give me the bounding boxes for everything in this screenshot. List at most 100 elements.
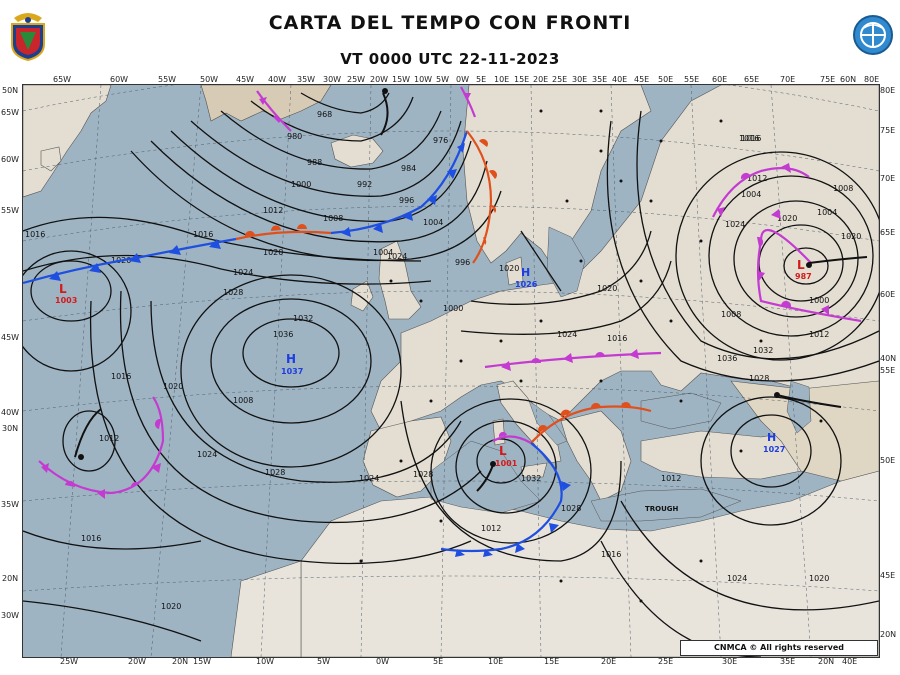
cold-front-triangle <box>49 271 61 281</box>
isobar <box>400 400 622 562</box>
low-value: 1001 <box>495 459 518 468</box>
isobar <box>606 120 879 382</box>
warm-front-bump <box>270 225 281 231</box>
denmark-land <box>505 256 524 286</box>
lon-label: 20N <box>818 657 835 666</box>
lon-label: 55W <box>158 75 177 84</box>
low-letter: L <box>499 444 507 458</box>
lat-label: 60W <box>1 155 20 164</box>
high-letter: H <box>767 431 776 444</box>
isobar-label: 1000 <box>443 304 463 313</box>
lon-label: 25E <box>658 657 674 666</box>
high-value: 1037 <box>281 367 303 376</box>
warm-front-bump <box>560 409 571 417</box>
isobar-label: 1004 <box>817 208 837 217</box>
lon-label: 40E <box>612 75 628 84</box>
west-africa-land <box>230 560 302 657</box>
cold-front-triangle <box>455 549 465 557</box>
isobar-label: 1032 <box>293 314 313 323</box>
lat-label: 20N <box>880 630 897 639</box>
high-center-turkey: H 1027 <box>763 431 785 454</box>
lat-label: 75E <box>880 126 896 135</box>
warm-front-line <box>235 230 332 241</box>
isobar <box>150 300 462 483</box>
low-center-dot <box>774 392 780 398</box>
isobar-label: 1016 <box>25 230 45 239</box>
isobar <box>23 250 132 372</box>
low-center-italy: L 1001 <box>490 444 518 468</box>
isobar-label: 996 <box>455 258 470 267</box>
synoptic-map: 968 976 980 984 988 992 996 1000 1004 10… <box>22 84 880 658</box>
occluded-front-bump <box>498 431 507 437</box>
lat-label: 20N <box>2 574 19 583</box>
isobar-label: 1020 <box>161 602 181 611</box>
isobar-values: 968 976 980 984 988 992 996 1000 1004 10… <box>25 110 861 611</box>
isobar <box>460 260 672 335</box>
lon-label: 5E <box>433 657 444 666</box>
isobar <box>636 110 879 360</box>
isobar-label: 1024 <box>359 474 379 483</box>
valid-time: VT 0000 UTC 22-11-2023 <box>340 50 560 68</box>
isobar <box>30 260 112 322</box>
lon-label: 35E <box>780 657 796 666</box>
warm-front-bump <box>479 139 488 147</box>
isobar-label: 1016 <box>601 550 621 559</box>
low-letter: L <box>59 282 67 296</box>
weather-fronts <box>23 86 868 557</box>
lat-label: 35W <box>1 500 20 509</box>
lon-label: 15W <box>392 75 411 84</box>
lon-label: 10E <box>494 75 510 84</box>
warm-front-line <box>466 130 493 264</box>
balkans-greece-land <box>560 410 632 502</box>
lat-label: 40N <box>880 354 897 363</box>
lon-label: 15E <box>514 75 530 84</box>
lon-label: 50E <box>658 75 674 84</box>
isobar <box>783 247 829 285</box>
lon-label: 30E <box>572 75 588 84</box>
isobar <box>210 298 372 424</box>
warm-front-bump <box>297 224 307 229</box>
warm-front-bump <box>590 402 601 409</box>
warm-front-bump <box>621 402 631 407</box>
isobar-label: 1020 <box>597 284 617 293</box>
isobar-label: 1028 <box>265 468 285 477</box>
isobar-label: 1008 <box>721 310 741 319</box>
isobar-label: 1020 <box>499 264 519 273</box>
cold-front-triangle <box>403 211 413 221</box>
isobar-label: 984 <box>401 164 416 173</box>
lon-label: 60N <box>840 75 857 84</box>
occluded-front-triangle <box>563 353 573 363</box>
lon-label: 15W <box>193 657 212 666</box>
cold-front-triangle <box>483 549 493 557</box>
trough-line <box>808 256 868 264</box>
occluded-front-triangle <box>259 97 267 105</box>
isobar <box>170 130 472 223</box>
cold-front-triangle <box>457 143 465 153</box>
pressure-centers: L 1003 H 1037 H 1026 L 1001 L 987 H 1027 <box>55 88 812 468</box>
lon-label: 10W <box>414 75 433 84</box>
isobar-label: 1004 <box>423 218 443 227</box>
isobar <box>220 110 442 170</box>
cold-front-triangle <box>515 543 525 553</box>
lat-label: 55E <box>880 366 896 375</box>
isobar-label: 1020 <box>263 248 283 257</box>
lon-label: 65E <box>744 75 760 84</box>
map-canvas: 968 976 980 984 988 992 996 1000 1004 10… <box>23 85 879 657</box>
trough-line <box>476 464 494 492</box>
high-value: 1026 <box>515 280 538 289</box>
occluded-front-bump <box>595 352 605 357</box>
isobar-label: 1036 <box>717 354 737 363</box>
occluded-front-bump <box>273 115 281 123</box>
occluded-front-bump <box>781 300 792 307</box>
lat-label: 60E <box>880 290 896 299</box>
lon-label: 35W <box>297 75 316 84</box>
lon-label: 60E <box>712 75 728 84</box>
cold-front-triangle <box>169 245 181 255</box>
cold-front-triangle <box>373 223 383 233</box>
isobar <box>733 200 859 318</box>
warm-front-bump <box>538 425 547 433</box>
italy-land <box>496 380 562 464</box>
isobar-label: 1016 <box>739 134 759 143</box>
high-letter: H <box>521 266 530 279</box>
isobar-label: 1008 <box>233 396 253 405</box>
